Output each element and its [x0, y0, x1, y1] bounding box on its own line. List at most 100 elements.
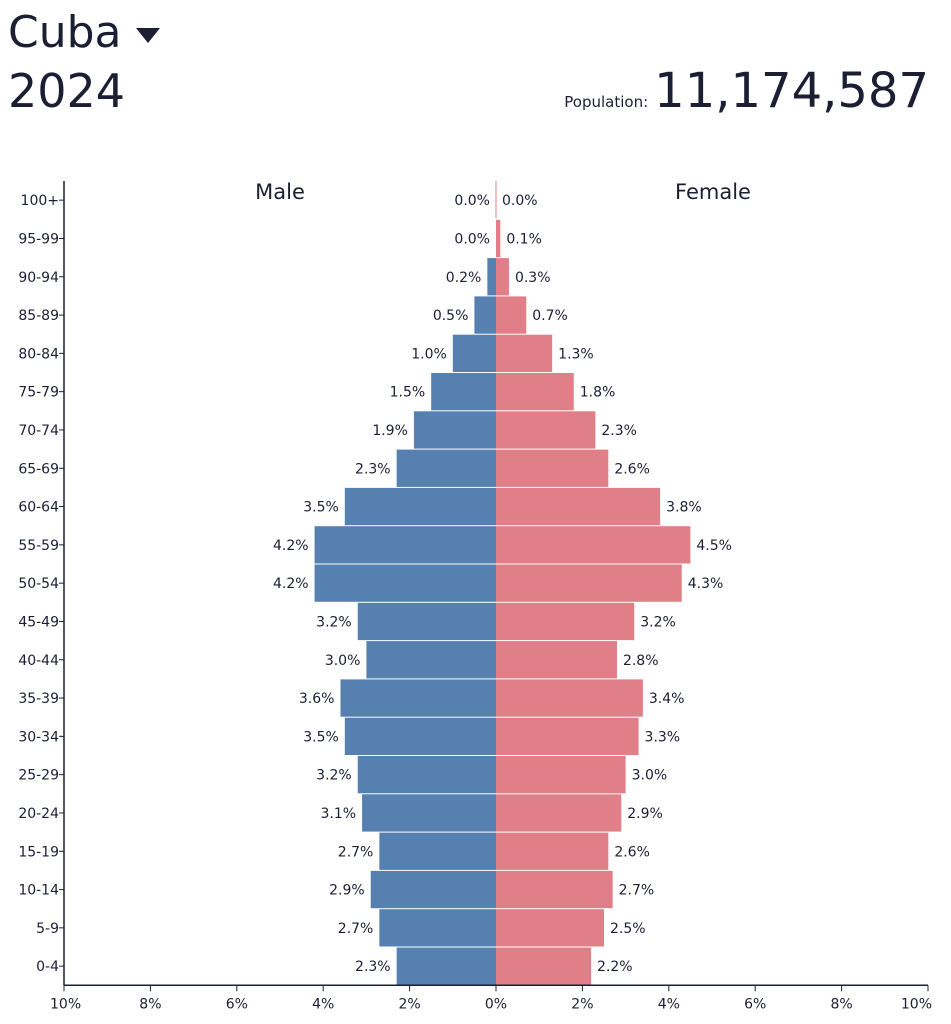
- male-data-label: 0.2%: [446, 270, 482, 286]
- male-data-label: 4.2%: [273, 538, 309, 554]
- female-data-label: 3.8%: [666, 500, 702, 516]
- year-label: 2024: [8, 64, 126, 118]
- female-data-label: 4.5%: [696, 538, 732, 554]
- male-data-label: 2.7%: [338, 844, 374, 860]
- y-tick-label: 60-64: [18, 500, 59, 516]
- male-data-label: 3.0%: [325, 653, 361, 669]
- male-data-label: 3.6%: [299, 691, 335, 707]
- female-bar: [496, 641, 617, 679]
- x-tick-label: 6%: [226, 996, 248, 1012]
- female-bar: [496, 296, 527, 334]
- female-data-label: 3.0%: [632, 768, 668, 784]
- male-bar: [396, 449, 496, 487]
- female-bar: [496, 679, 643, 717]
- female-bar: [496, 870, 613, 909]
- male-data-label: 1.0%: [411, 346, 447, 362]
- female-bar: [496, 219, 501, 258]
- male-bar: [344, 487, 496, 526]
- female-data-label: 0.0%: [502, 193, 538, 209]
- y-tick-label: 10-14: [18, 883, 59, 899]
- male-bar: [431, 373, 496, 411]
- male-bar: [379, 909, 496, 947]
- x-tick-label: 2%: [398, 996, 420, 1012]
- female-bar: [496, 449, 609, 487]
- male-bar: [340, 679, 496, 717]
- x-tick-label: 10%: [50, 996, 81, 1012]
- female-data-label: 0.7%: [532, 308, 568, 324]
- y-tick-label: 80-84: [18, 346, 59, 362]
- population-value: 11,174,587: [654, 63, 929, 119]
- male-data-label: 2.3%: [355, 461, 391, 477]
- female-data-label: 2.6%: [614, 461, 650, 477]
- male-data-label: 1.5%: [390, 385, 426, 401]
- female-bar: [496, 717, 639, 755]
- y-tick-label: 85-89: [18, 308, 59, 324]
- female-bar: [496, 909, 604, 947]
- x-tick-label: 2%: [571, 996, 593, 1012]
- y-tick-label: 75-79: [18, 385, 59, 401]
- female-bar: [496, 794, 622, 832]
- y-tick-label: 55-59: [18, 538, 59, 554]
- y-tick-label: 20-24: [18, 806, 59, 822]
- male-data-label: 2.7%: [338, 921, 374, 937]
- country-selector[interactable]: Cuba: [8, 4, 160, 62]
- male-bar: [344, 717, 496, 755]
- male-data-label: 4.2%: [273, 576, 309, 592]
- y-tick-label: 100+: [21, 193, 59, 209]
- legend-male: Male: [255, 180, 305, 204]
- y-tick-label: 65-69: [18, 461, 59, 477]
- female-bar: [496, 526, 691, 564]
- y-tick-label: 90-94: [18, 270, 59, 286]
- female-data-label: 0.1%: [506, 231, 542, 247]
- female-data-label: 3.4%: [649, 691, 685, 707]
- female-bar: [496, 832, 609, 870]
- female-data-label: 1.8%: [580, 385, 616, 401]
- male-bar: [370, 870, 496, 909]
- male-data-label: 0.5%: [433, 308, 469, 324]
- male-data-label: 3.5%: [303, 500, 339, 516]
- female-data-label: 2.2%: [597, 959, 633, 975]
- male-data-label: 3.5%: [303, 729, 339, 745]
- female-data-label: 2.7%: [619, 883, 655, 899]
- male-bar: [379, 832, 496, 870]
- population-label: Population:: [564, 93, 649, 111]
- y-tick-label: 70-74: [18, 423, 59, 439]
- female-data-label: 2.9%: [627, 806, 663, 822]
- female-bar: [496, 602, 635, 641]
- female-data-label: 2.8%: [623, 653, 659, 669]
- y-tick-label: 95-99: [18, 231, 59, 247]
- country-name: Cuba: [8, 7, 122, 58]
- x-tick-label: 10%: [901, 996, 932, 1012]
- y-tick-label: 15-19: [18, 844, 59, 860]
- male-bar: [314, 526, 496, 564]
- x-tick-label: 6%: [744, 996, 766, 1012]
- y-tick-label: 40-44: [18, 653, 59, 669]
- female-data-label: 2.3%: [601, 423, 637, 439]
- male-data-label: 2.9%: [329, 883, 365, 899]
- male-data-label: 3.2%: [316, 768, 352, 784]
- male-bar: [413, 411, 496, 449]
- female-bar: [496, 334, 553, 372]
- x-tick-label: 0%: [485, 996, 507, 1012]
- female-bar: [496, 373, 574, 411]
- female-bar: [496, 947, 592, 985]
- female-bar: [496, 411, 596, 449]
- male-bar: [362, 794, 496, 832]
- x-tick-label: 4%: [312, 996, 334, 1012]
- male-data-label: 1.9%: [372, 423, 408, 439]
- female-data-label: 4.3%: [688, 576, 724, 592]
- population-summary: Population: 11,174,587: [564, 62, 929, 120]
- female-bar: [496, 258, 509, 296]
- x-tick-label: 8%: [139, 996, 161, 1012]
- male-bar: [357, 602, 496, 641]
- male-bar: [366, 641, 496, 679]
- male-data-label: 2.3%: [355, 959, 391, 975]
- y-tick-label: 45-49: [18, 614, 59, 630]
- male-data-label: 3.2%: [316, 614, 352, 630]
- chevron-down-icon[interactable]: [135, 27, 160, 43]
- female-data-label: 3.3%: [645, 729, 681, 745]
- male-bar: [357, 756, 496, 794]
- male-data-label: 3.1%: [321, 806, 357, 822]
- male-bar: [314, 564, 496, 602]
